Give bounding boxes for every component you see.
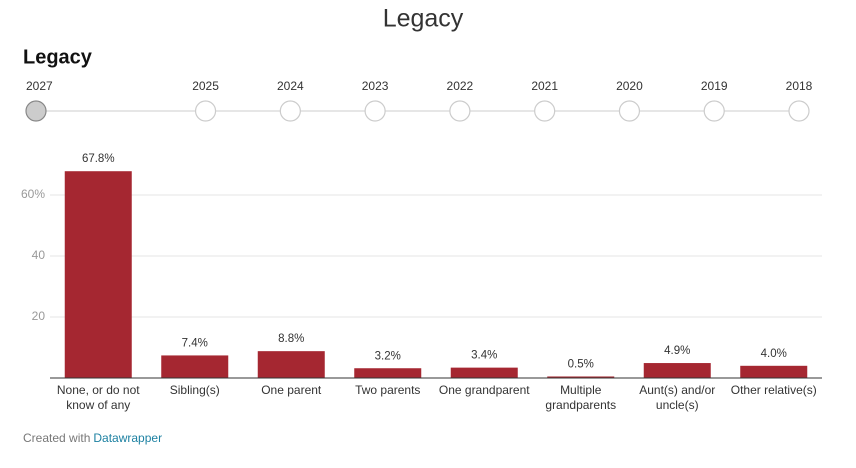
timeline-stop[interactable] [194, 100, 217, 122]
timeline-year[interactable]: 2018 [786, 79, 813, 93]
footer: Created with Datawrapper [23, 431, 162, 445]
bar [64, 171, 132, 378]
bar [450, 367, 518, 378]
chart-title: Legacy [23, 46, 93, 68]
x-tick-label: One grandparent [438, 383, 530, 397]
timeline-year[interactable]: 2025 [192, 79, 219, 93]
timeline-year[interactable]: 2021 [531, 79, 558, 93]
value-label: 4.9% [664, 345, 690, 357]
value-label: 3.2% [375, 350, 401, 362]
value-label: 7.4% [182, 337, 208, 349]
value-label: 67.8% [82, 153, 115, 165]
bar [354, 368, 422, 378]
x-tick-label: Multiple grandparents [545, 383, 617, 412]
timeline-year[interactable]: 2023 [362, 79, 389, 93]
bar [740, 365, 808, 378]
value-label: 3.4% [471, 350, 497, 362]
bar [161, 355, 229, 378]
timeline-stop[interactable] [788, 100, 810, 122]
value-label: 4.0% [761, 348, 787, 360]
timeline-year[interactable]: 2019 [701, 79, 728, 93]
x-tick-label: Sibling(s) [169, 383, 220, 397]
y-tick-label: 40 [32, 248, 46, 262]
timeline-stop[interactable] [279, 100, 301, 122]
footer-link[interactable]: Datawrapper [93, 431, 163, 445]
y-tick-label: 60% [21, 187, 45, 201]
x-tick-label: None, or do not know of any [56, 383, 140, 412]
bar [547, 376, 615, 378]
timeline-stop[interactable] [703, 100, 725, 122]
x-tick-label: Two parents [355, 383, 421, 397]
footer-text: Created with [23, 431, 91, 445]
timeline-stop[interactable] [534, 100, 556, 122]
x-tick-label: Other relative(s) [730, 383, 817, 397]
y-tick-label: 20 [32, 309, 46, 323]
value-label: 8.8% [278, 333, 304, 345]
x-tick-label: One parent [261, 383, 322, 397]
page-title: Legacy [383, 5, 464, 33]
timeline-year[interactable]: 2024 [277, 79, 304, 93]
timeline-stop[interactable] [618, 100, 641, 122]
timeline-stop[interactable] [364, 100, 386, 122]
bar [257, 351, 325, 378]
timeline-year[interactable]: 2027 [26, 79, 53, 93]
timeline-stop[interactable] [25, 100, 47, 122]
value-label: 0.5% [568, 359, 594, 371]
timeline-year[interactable]: 2022 [447, 79, 474, 93]
x-tick-label: Aunt(s) and/or uncle(s) [639, 383, 716, 412]
timeline-stop[interactable] [449, 100, 471, 122]
bar [643, 363, 711, 378]
timeline-year[interactable]: 2020 [616, 79, 643, 93]
